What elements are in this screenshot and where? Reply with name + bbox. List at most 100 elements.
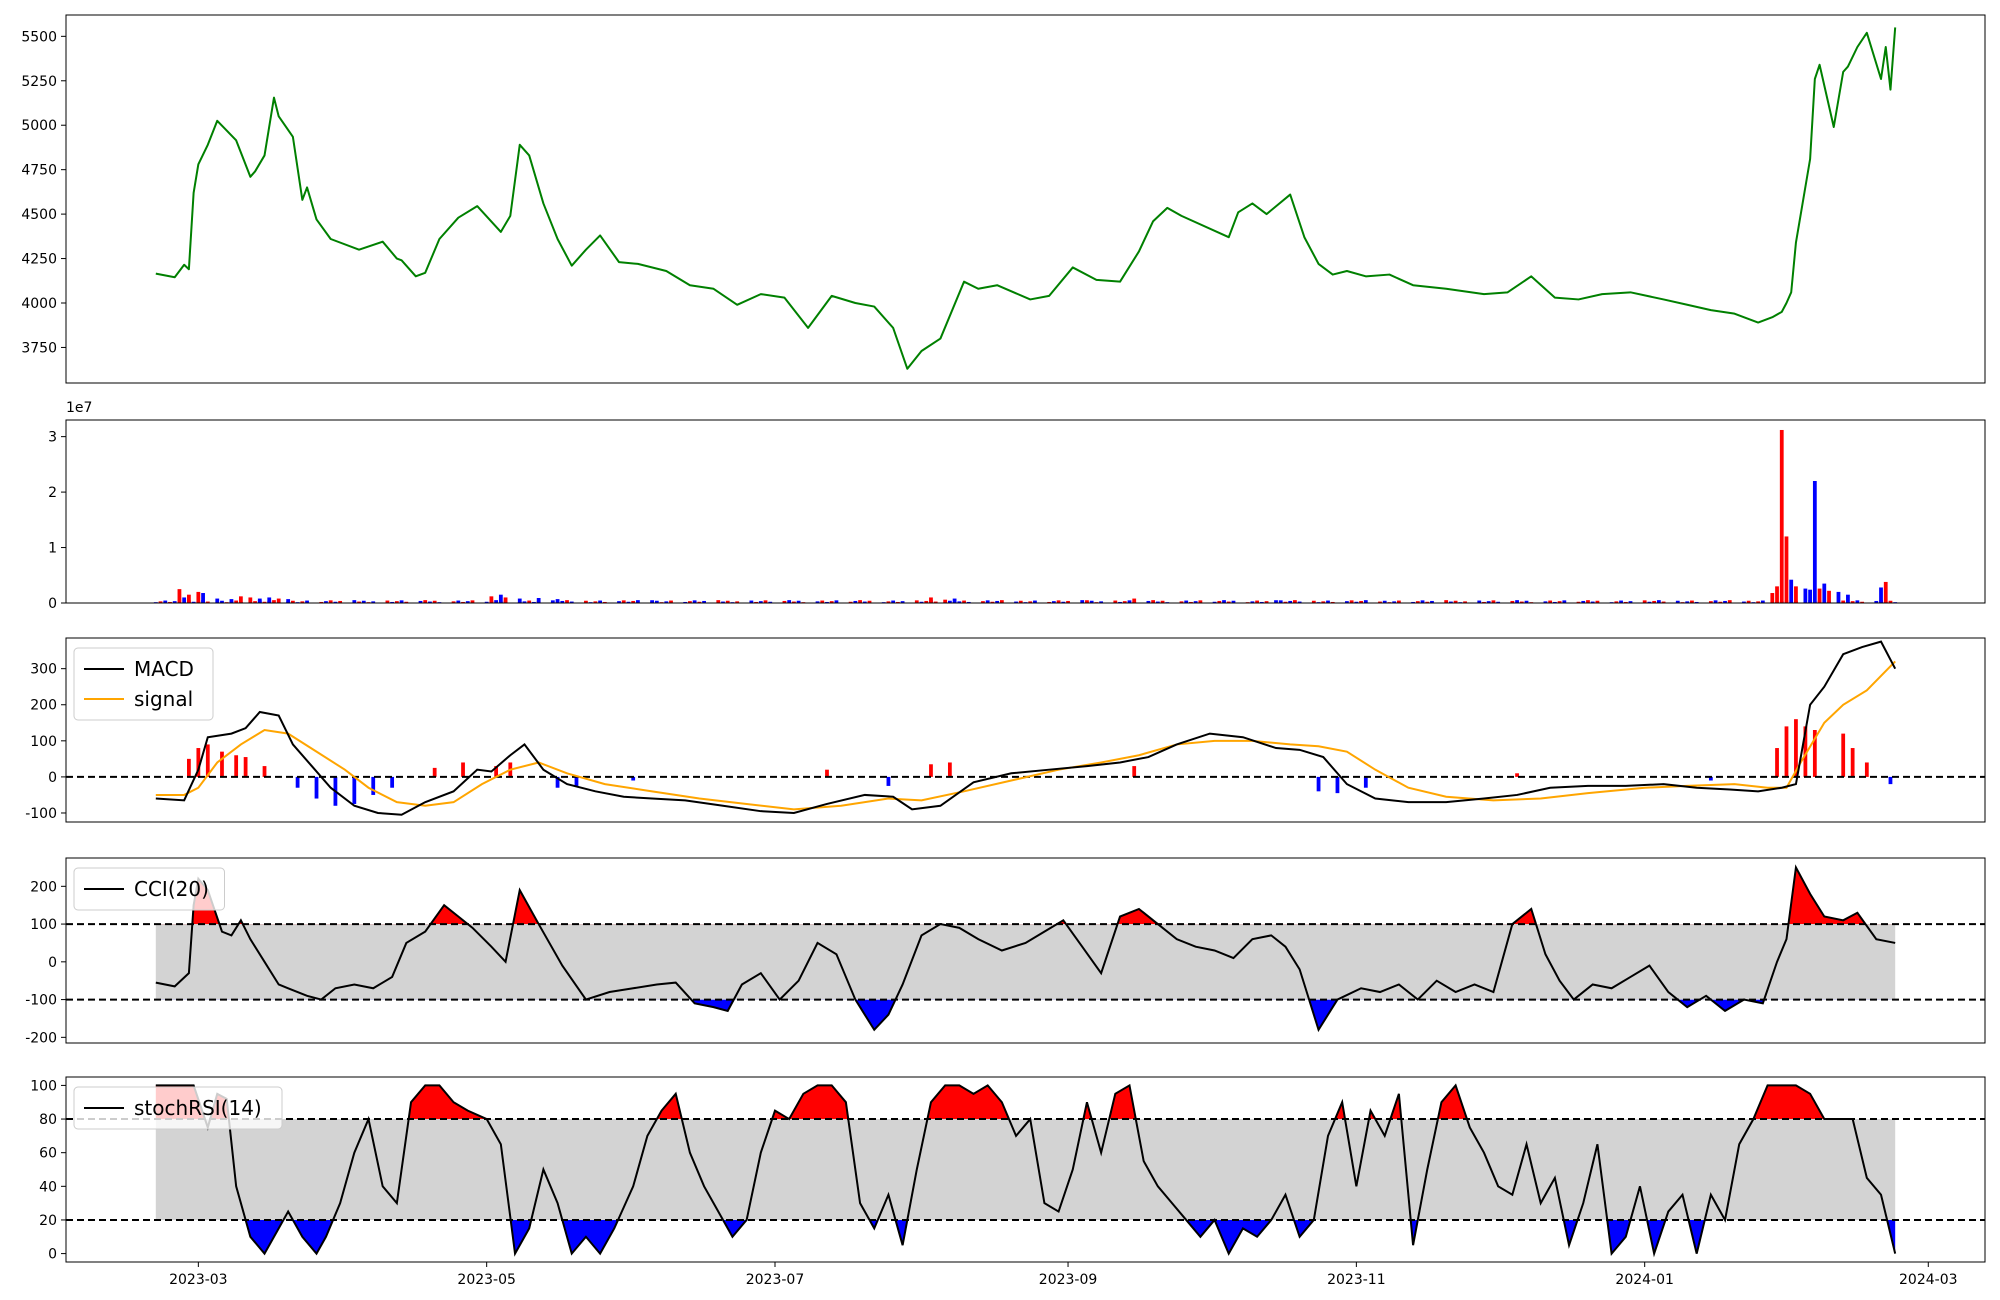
volume-bar — [305, 600, 309, 603]
volume-bar — [1212, 601, 1217, 603]
volume-bar — [168, 601, 172, 603]
volume-bar — [371, 601, 376, 603]
macd-hist-down — [574, 776, 579, 786]
volume-bar-down — [1789, 579, 1794, 603]
volume-bar — [1482, 601, 1486, 603]
macd-ytick-label: 200 — [30, 698, 57, 714]
macd-axes-frame — [65, 637, 1986, 823]
volume-bar — [981, 601, 985, 603]
macd-hist-up — [1850, 748, 1855, 777]
volume-bar — [1326, 600, 1330, 603]
volume-bar — [484, 601, 489, 603]
volume-y-axis: 0 1 2 3 — [48, 430, 66, 612]
volume-bar — [1742, 601, 1746, 603]
volume-bar — [399, 600, 404, 603]
xtick-label: 2024-03 — [1899, 1272, 1958, 1288]
macd-hist-up — [196, 748, 201, 777]
volume-bar — [262, 601, 267, 603]
volume-bar — [220, 600, 224, 603]
volume-bar-up — [1794, 586, 1798, 603]
cci-oversold-fill — [155, 999, 1896, 1030]
volume-bar — [584, 600, 588, 603]
price-ytick-label: 4000 — [21, 296, 57, 312]
volume-bar — [1066, 600, 1070, 603]
macd-hist-up — [1803, 726, 1808, 777]
volume-bar — [858, 600, 862, 603]
volume-bar — [451, 601, 456, 603]
volume-bar — [1411, 601, 1415, 603]
volume-bar-up — [248, 597, 253, 603]
volume-bar — [1189, 601, 1193, 603]
volume-bar — [470, 600, 475, 603]
volume-bar-down — [229, 599, 234, 603]
volume-bar — [1581, 600, 1586, 603]
volume-bar-down — [286, 599, 291, 603]
macd-ytick-label: 300 — [30, 662, 57, 678]
volume-bar — [1293, 600, 1297, 603]
volume-bar — [300, 601, 305, 603]
volume-bar — [834, 600, 839, 603]
volume-bar — [1623, 601, 1628, 603]
volume-bar — [1652, 600, 1657, 603]
volume-bar — [1089, 600, 1094, 603]
volume-bar — [461, 601, 465, 603]
volume-bar — [522, 601, 527, 603]
volume-bar — [683, 601, 688, 603]
macd-ytick-label: 100 — [30, 734, 57, 750]
volume-bar — [423, 600, 428, 603]
volume-bar — [598, 600, 602, 603]
volume-bar — [1359, 600, 1363, 603]
volume-bar — [990, 601, 995, 603]
stochrsi-ytick-label: 20 — [39, 1213, 57, 1229]
price-ytick-label: 4750 — [21, 163, 57, 179]
volume-bar — [1122, 601, 1127, 603]
volume-bar — [1888, 600, 1893, 603]
volume-bar-up — [1085, 600, 1089, 603]
volume-bar — [172, 601, 177, 603]
volume-bar — [338, 600, 343, 603]
cci-legend-box — [73, 867, 225, 911]
xtick-label: 2024-01 — [1615, 1272, 1674, 1288]
volume-bar — [1548, 600, 1553, 603]
volume-bar — [1449, 601, 1453, 603]
volume-bar — [253, 601, 257, 603]
volume-bar — [1850, 601, 1855, 603]
volume-bar — [1397, 600, 1401, 603]
volume-bar — [1496, 601, 1501, 603]
volume-bar — [593, 601, 598, 603]
macd-hist-up — [1515, 773, 1519, 777]
macd-hist-up — [461, 762, 465, 777]
volume-bar — [1614, 601, 1619, 603]
volume-bar — [617, 601, 621, 603]
macd-hist-down — [1316, 776, 1321, 792]
volume-bar — [900, 601, 905, 603]
volume-bar — [319, 601, 324, 603]
stochrsi-legend: stochRSI(14) — [73, 1086, 283, 1130]
volume-bar — [1656, 600, 1661, 603]
volume-bar — [432, 600, 437, 603]
volume-bar — [1349, 600, 1354, 603]
stochrsi-overbought-fill — [155, 1085, 1896, 1120]
stochrsi-axes-frame — [65, 1076, 1986, 1263]
volume-bar-up — [1132, 598, 1137, 603]
volume-bar — [565, 600, 569, 603]
volume-bar — [688, 601, 692, 603]
price-ytick-label: 4500 — [21, 207, 57, 223]
volume-bar — [1231, 600, 1236, 603]
volume-bar — [1576, 601, 1581, 603]
volume-bar-down — [1812, 481, 1817, 603]
volume-bar — [702, 600, 706, 603]
stochrsi-line — [155, 1083, 1897, 1258]
volume-bar-down — [1879, 587, 1883, 603]
volume-bar-up — [177, 589, 182, 603]
volume-bar — [1283, 601, 1288, 603]
volume-bar — [1330, 601, 1335, 603]
volume-bar — [886, 601, 891, 603]
volume-bar — [1118, 601, 1122, 603]
volume-bar-up — [238, 596, 243, 603]
macd-hist-up — [234, 755, 239, 777]
volume-bar — [1297, 601, 1302, 603]
volume-ytick-label: 3 — [48, 430, 57, 446]
stochrsi-ytick-label: 0 — [48, 1247, 57, 1263]
